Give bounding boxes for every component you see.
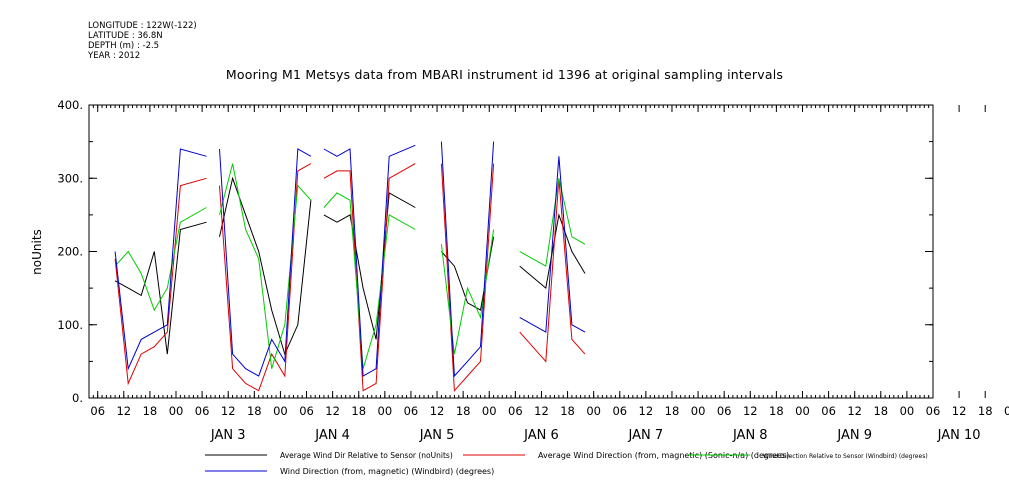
x-tick-label: 00 (273, 404, 288, 418)
legend-label: Wind Direction Relative to Sensor (Windb… (763, 453, 928, 460)
series-line-4 (519, 156, 586, 333)
x-tick-label: 06 (195, 404, 210, 418)
x-tick-label: 12 (221, 404, 236, 418)
series-line-2 (323, 163, 416, 392)
series-line-1 (114, 221, 207, 355)
series-line-1 (323, 192, 416, 340)
y-tick-label: 300. (57, 171, 83, 185)
x-tick-label: 12 (952, 404, 967, 418)
x-tick-label: 06 (926, 404, 941, 418)
x-tick-label: 12 (534, 404, 549, 418)
x-tick-label: 12 (116, 404, 131, 418)
x-tick-label: 18 (873, 404, 888, 418)
depth-text: DEPTH (m) : -2.5 (88, 41, 160, 51)
x-tick-label: 06 (717, 404, 732, 418)
x-tick-label: 00 (169, 404, 184, 418)
x-tick-label: 00 (900, 404, 915, 418)
x-tick-label: 12 (430, 404, 445, 418)
x-tick-label: 18 (665, 404, 680, 418)
x-tick-label: 06 (821, 404, 836, 418)
x-tick-label: 00 (795, 404, 810, 418)
y-tick-label: 400. (57, 98, 83, 112)
longitude-text: LONGITUDE : 122W(-122) (88, 21, 197, 31)
x-tick-label: 18 (769, 404, 784, 418)
y-tick-label: 0. (72, 391, 83, 405)
series-line-4 (323, 144, 416, 377)
x-tick-label: 00 (482, 404, 497, 418)
x-day-label: JAN 5 (419, 428, 455, 443)
x-tick-label: 06 (612, 404, 627, 418)
x-day-label: JAN 7 (628, 428, 664, 443)
x-day-label: JAN 9 (836, 428, 872, 443)
series-line-3 (114, 207, 207, 312)
series-line-1 (519, 212, 586, 290)
x-day-label: JAN 3 (210, 428, 246, 443)
x-day-label: JAN 8 (732, 428, 768, 443)
legend-label: Average Wind Direction (from, magnetic) … (538, 451, 789, 460)
legend-label: Wind Direction (from, magnetic) (Windbir… (280, 467, 494, 476)
x-tick-label: 00 (378, 404, 393, 418)
plot-frame (88, 104, 934, 399)
y-axis-label: noUnits (30, 229, 44, 275)
year-text: YEAR : 2012 (88, 51, 141, 61)
series-line-4 (114, 148, 207, 371)
series-line-2 (114, 177, 207, 386)
x-day-label: JAN 6 (523, 428, 559, 443)
x-tick-label: 18 (978, 404, 993, 418)
plot-area (114, 141, 586, 392)
axes: 06 12 18 00 06 12 18 00 06 12 18 00 06 12 18 00 06 12 18 00… (57, 98, 1009, 443)
series-line-3 (219, 163, 312, 369)
series-line-2 (519, 178, 586, 363)
x-tick-label: 18 (560, 404, 575, 418)
x-tick-label: 18 (351, 404, 366, 418)
legend: Average Wind Dir Relative to Sensor (noU… (205, 451, 928, 476)
chart-title: Mooring M1 Metsys data from MBARI instru… (225, 67, 784, 82)
x-tick-label: 12 (847, 404, 862, 418)
x-tick-label: 18 (143, 404, 158, 418)
series-line-3 (323, 192, 416, 369)
x-tick-label: 18 (456, 404, 471, 418)
latitude-text: LATITUDE : 36.8N (88, 31, 163, 41)
x-day-label: JAN 4 (314, 428, 350, 443)
x-tick-label: 06 (508, 404, 523, 418)
metadata-block: LONGITUDE : 122W(-122) LATITUDE : 36.8N … (88, 21, 197, 61)
x-tick-label: 00 (691, 404, 706, 418)
x-tick-label: 12 (325, 404, 340, 418)
series-line-3 (440, 229, 495, 355)
legend-label: Average Wind Dir Relative to Sensor (noU… (280, 451, 453, 460)
x-tick-label: 06 (404, 404, 419, 418)
series-line-3 (519, 178, 586, 267)
x-tick-label: 18 (247, 404, 262, 418)
x-tick-label: 12 (743, 404, 758, 418)
x-tick-label: 06 (299, 404, 314, 418)
y-tick-label: 100. (57, 318, 83, 332)
series-line-4 (219, 148, 312, 377)
x-tick-label: 00 (586, 404, 601, 418)
x-tick-label: 06 (90, 404, 105, 418)
y-tick-label: 200. (57, 245, 83, 259)
series-line-1 (219, 176, 312, 356)
x-day-label: JAN 10 (937, 428, 981, 443)
series-line-4 (440, 141, 495, 378)
x-tick-label: 00 (1004, 404, 1009, 418)
x-tick-label: 12 (639, 404, 654, 418)
